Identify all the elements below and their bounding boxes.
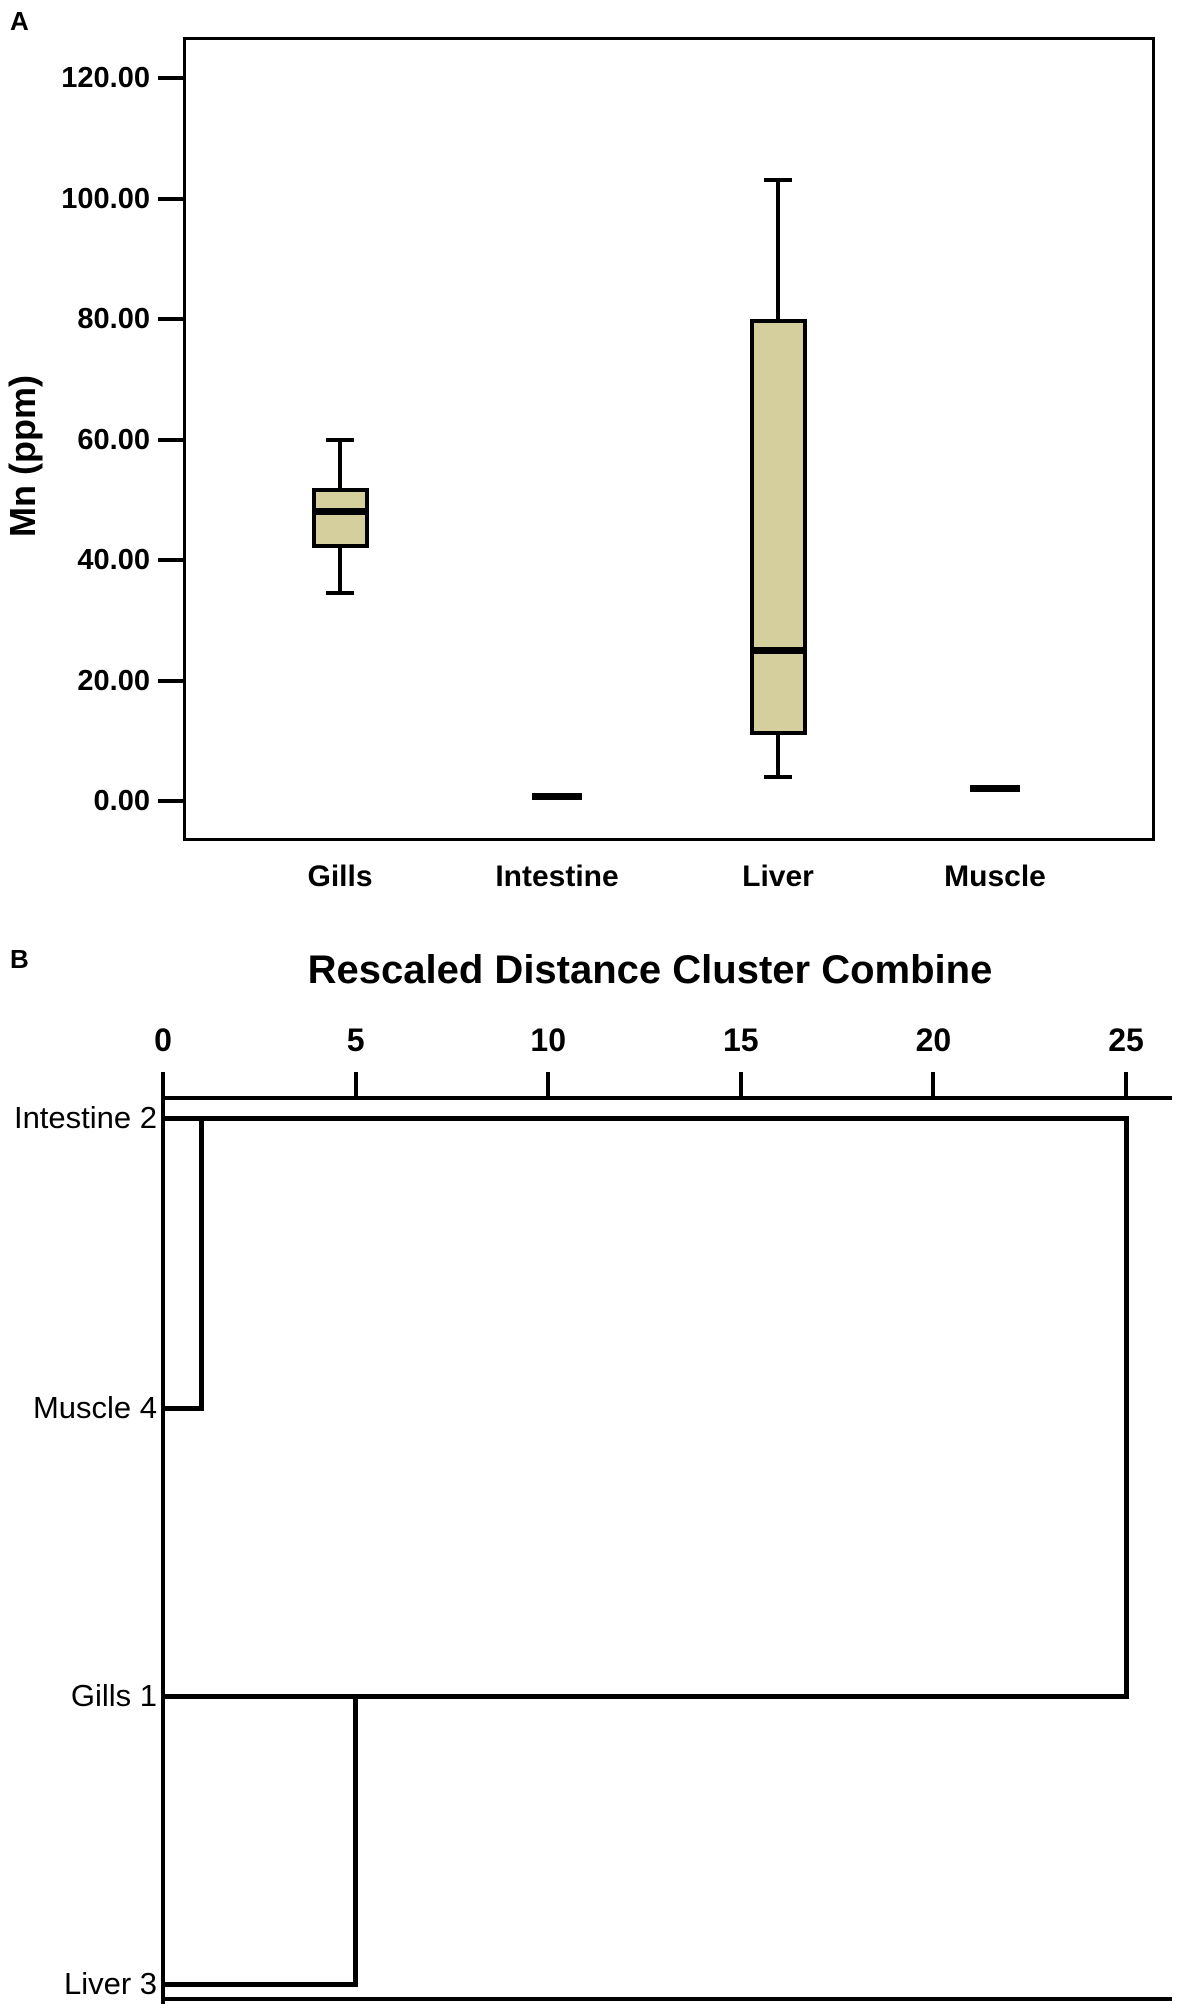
dendrogram-frame-bottom [161,1997,1172,2001]
distance-axis-tick [738,1072,743,1098]
y-axis-tick-label: 0.00 [93,785,150,817]
dendrogram-frame-left [161,1096,165,2004]
y-axis-tick [158,558,183,562]
distance-axis-tick [353,1072,358,1098]
dendrogram-link-vertical [199,1115,205,1411]
distance-axis-tick-label: 20 [915,1022,952,1058]
category-label: Gills [307,860,373,893]
distance-axis-tick-label: 0 [154,1022,172,1058]
panel-b-label: B [10,944,29,974]
y-axis-tick [158,678,183,683]
distance-axis-tick-label: 10 [530,1022,566,1058]
category-label: Liver [742,860,814,893]
leaf-label: Intestine 2 [13,1100,157,1135]
leaf-label: Gills 1 [70,1678,157,1713]
median-line [749,646,807,654]
y-axis-tick [158,437,183,442]
distance-axis-tick-label: 5 [346,1022,365,1058]
distance-axis-tick [546,1072,551,1098]
y-axis-tick-label: 60.00 [77,423,150,456]
boxplot-frame [183,37,1155,841]
dendrogram-link-vertical [1123,1115,1129,1699]
dendrogram-link-horizontal [201,1115,1126,1121]
y-axis-tick-label: 80.00 [77,303,150,335]
y-axis-tick [158,196,183,201]
distance-axis-tick [1124,1072,1128,1098]
distance-axis-line [163,1096,1172,1100]
leaf-label: Liver 3 [63,1966,157,2001]
category-label: Intestine [495,860,619,893]
median-line [311,508,369,516]
distance-axis-tick [931,1072,936,1098]
dendrogram-link-horizontal [355,1693,1126,1699]
y-axis-tick [158,317,183,321]
lower-whisker-stem [776,734,780,777]
panel-a-label: A [10,6,29,36]
upper-whisker-stem [338,439,342,488]
distance-axis-tick [161,1072,165,1098]
dendrogram-link-horizontal [163,1693,356,1699]
y-axis-tick [158,799,183,803]
distance-axis-tick-label: 25 [1108,1022,1144,1058]
y-axis-tick-label: 40.00 [77,544,150,576]
y-axis-tick-label: 20.00 [77,664,150,697]
box [749,319,807,735]
lower-whisker-cap [764,774,792,779]
category-label: Muscle [944,860,1046,893]
dendrogram-link-horizontal [163,1405,202,1411]
dendrogram-title: Rescaled Distance Cluster Combine [307,948,993,992]
upper-whisker-cap [764,178,792,183]
distance-axis-tick-label: 15 [723,1022,759,1058]
lower-whisker-stem [338,547,342,594]
lower-whisker-cap [326,591,354,596]
y-axis-tick [158,76,183,80]
y-axis-tick-label: 100.00 [61,182,150,215]
dendrogram-link-horizontal [163,1115,202,1121]
flat-box-median-line [970,785,1020,793]
dendrogram-link-horizontal [163,1981,356,1987]
flat-box-median-line [532,793,582,801]
upper-whisker-stem [776,180,780,319]
leaf-label: Muscle 4 [32,1390,157,1425]
upper-whisker-cap [326,437,354,442]
y-axis-tick-label: 120.00 [61,62,150,94]
dendrogram-link-vertical [353,1693,359,1987]
box [311,487,369,548]
